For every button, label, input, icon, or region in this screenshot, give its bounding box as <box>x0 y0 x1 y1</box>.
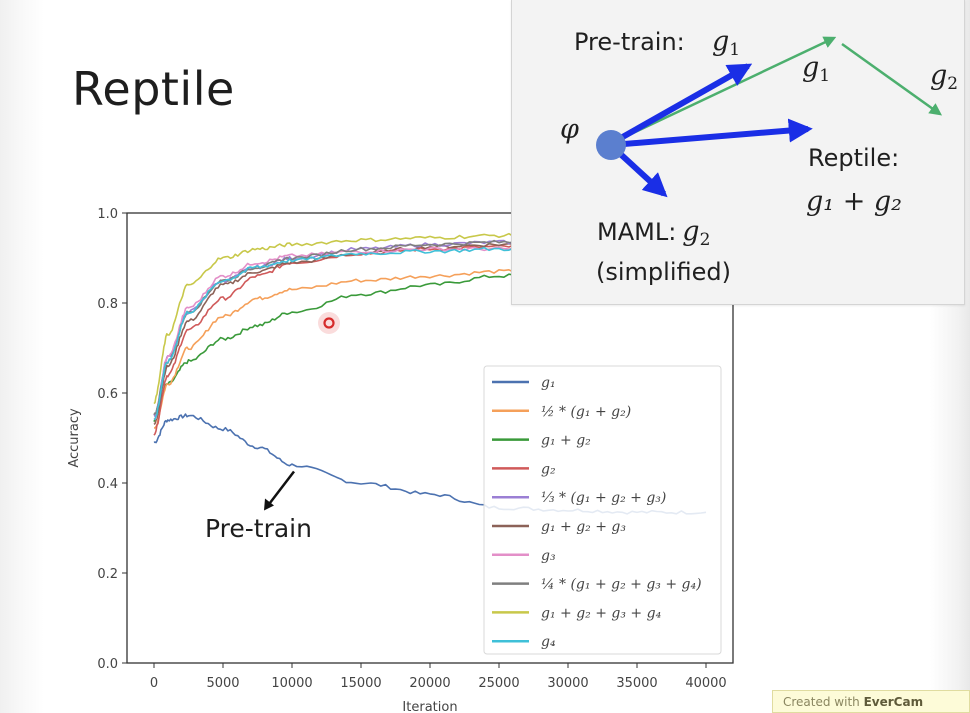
legend-entry: g₁ + g₂ + g₃ + g₄ <box>541 605 662 621</box>
annotation-arrow-icon <box>264 498 274 511</box>
x-tick-label: 20000 <box>409 676 450 691</box>
legend-entry: g₁ + g₂ + g₃ <box>541 519 626 535</box>
reptile-arrow <box>611 118 813 148</box>
phi-label: φ <box>560 114 579 145</box>
x-tick-label: 25000 <box>478 676 519 691</box>
reptile-math: g₁ + g₂ <box>806 186 902 217</box>
cursor-halo <box>318 312 340 334</box>
chart-legend: g₁ ½ * (g₁ + g₂) g₁ + g₂ g₂ ⅓ * (g₁ + g₂ + g… <box>483 365 722 655</box>
legend-entry: g₄ <box>541 634 556 650</box>
maml-arrow <box>613 147 668 198</box>
pretrain-arrow <box>610 63 753 146</box>
x-tick-label: 35000 <box>616 676 657 691</box>
legend-entry: ½ * (g₁ + g₂) <box>541 404 631 420</box>
y-tick-label: 0.0 <box>97 657 118 672</box>
legend-entry: g₃ <box>541 548 556 564</box>
legend-box <box>483 365 722 655</box>
x-tick-label: 15000 <box>340 676 381 691</box>
annotation-arrow-line <box>267 470 295 507</box>
legend-entry: g₂ <box>541 461 556 477</box>
legend-entry: ¼ * (g₁ + g₂ + g₃ + g₄) <box>541 577 702 593</box>
y-tick-label: 1.0 <box>97 207 118 222</box>
y-tick-label: 0.4 <box>97 477 118 492</box>
g2-step-arrow <box>841 42 943 116</box>
x-tick-label: 40000 <box>685 676 726 691</box>
legend-entry: g₁ + g₂ <box>541 433 591 449</box>
reptile-label: Reptile: <box>808 144 899 172</box>
x-axis-label: Iteration <box>402 700 457 713</box>
gradient-diagram-panel: φ Pre-train: g1 g1 g2 Reptile: g₁ + g₂ M… <box>511 0 965 305</box>
gradient-diagram: φ Pre-train: g1 g1 g2 Reptile: g₁ + g₂ M… <box>560 26 958 286</box>
slide-title: Reptile <box>72 62 235 116</box>
legend-entry: g₁ <box>541 375 556 391</box>
evercam-watermark: Created with EverCam <box>772 690 970 713</box>
x-tick-label: 5000 <box>206 676 239 691</box>
maml-label: MAML: g2 <box>597 216 710 250</box>
cursor-dot <box>323 317 335 329</box>
watermark-prefix: Created with <box>783 695 860 709</box>
x-tick-label: 30000 <box>547 676 588 691</box>
pretrain-annotation: Pre-train <box>205 312 340 543</box>
maml-note: (simplified) <box>596 258 731 286</box>
g2-label: g2 <box>930 60 958 94</box>
g1-label: g1 <box>802 52 830 86</box>
slide-left-edge <box>0 0 44 713</box>
legend-entry: ⅓ * (g₁ + g₂ + g₃) <box>541 490 666 506</box>
y-tick-label: 0.8 <box>97 297 118 312</box>
pretrain-label: Pre-train: <box>574 28 685 56</box>
g1-step-arrow <box>611 36 837 145</box>
x-tick-label: 0 <box>150 676 158 691</box>
pretrain-annotation-label: Pre-train <box>205 514 312 543</box>
watermark-brand: EverCam <box>863 695 924 709</box>
x-tick-label: 10000 <box>271 676 312 691</box>
y-tick-label: 0.6 <box>97 387 118 402</box>
phi-point <box>596 130 626 160</box>
pretrain-math: g1 <box>712 26 740 60</box>
y-tick-label: 0.2 <box>97 567 118 582</box>
y-axis-label: Accuracy <box>67 408 82 468</box>
